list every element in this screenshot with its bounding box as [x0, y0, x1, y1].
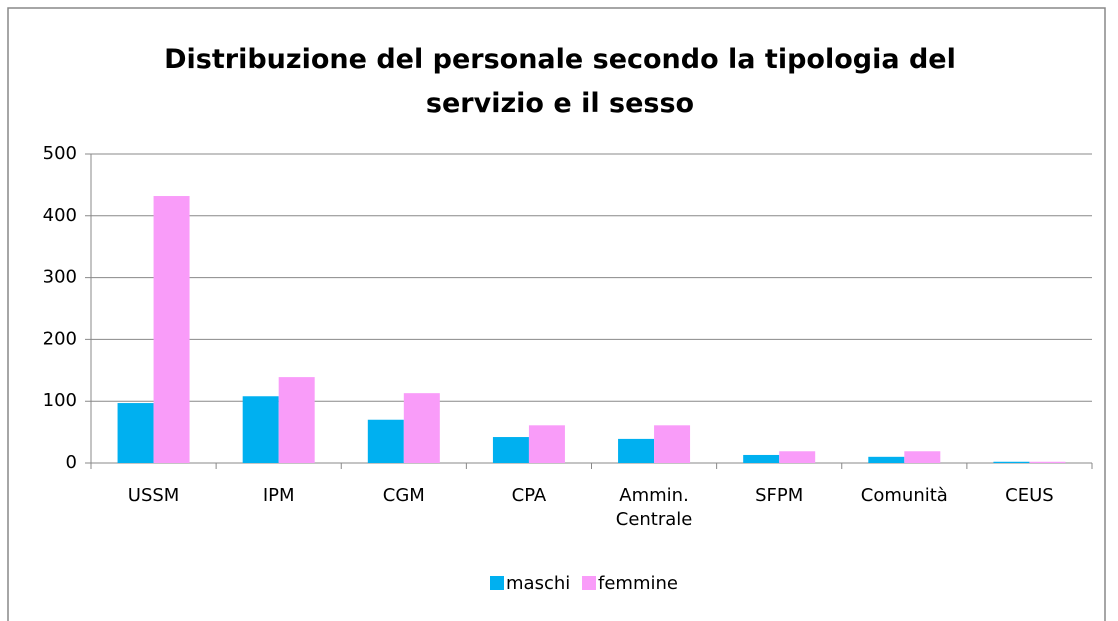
- y-tick-label: 400: [43, 205, 77, 226]
- bar: [403, 393, 440, 463]
- y-tick-label: 100: [43, 390, 77, 411]
- legend-swatch: [582, 576, 596, 590]
- x-tick-label: CGM: [382, 485, 425, 506]
- bar: [278, 377, 315, 463]
- bar: [618, 438, 655, 463]
- x-tick-label: SFPM: [755, 485, 804, 506]
- x-tick-label: CPA: [511, 485, 547, 506]
- bar: [117, 403, 154, 463]
- x-tick-label: IPM: [262, 485, 295, 506]
- legend-swatch: [490, 576, 504, 590]
- bar: [654, 425, 691, 463]
- x-tick-label: USSM: [127, 485, 180, 506]
- chart-border: [7, 7, 1106, 621]
- legend-label: maschi: [506, 573, 570, 594]
- x-tick-label: Comunità: [860, 485, 948, 506]
- bar: [492, 437, 529, 463]
- bar: [528, 425, 565, 463]
- y-tick-label: 300: [43, 267, 77, 288]
- bar: [779, 451, 816, 463]
- bar: [868, 456, 905, 463]
- bar: [993, 461, 1030, 463]
- x-tick-label: Ammin. Centrale: [615, 485, 693, 530]
- bar: [904, 451, 941, 463]
- legend-label: femmine: [598, 573, 678, 594]
- bar: [153, 196, 190, 464]
- x-tick-label: CEUS: [1005, 485, 1054, 506]
- y-tick-label: 500: [43, 143, 77, 164]
- chart-title: Distribuzione del personale secondo la t…: [164, 44, 956, 119]
- bar: [367, 419, 404, 463]
- y-tick-label: 200: [43, 328, 77, 349]
- bar: [1029, 461, 1066, 463]
- y-tick-label: 0: [66, 452, 77, 473]
- bar: [242, 396, 279, 463]
- bar: [743, 454, 780, 463]
